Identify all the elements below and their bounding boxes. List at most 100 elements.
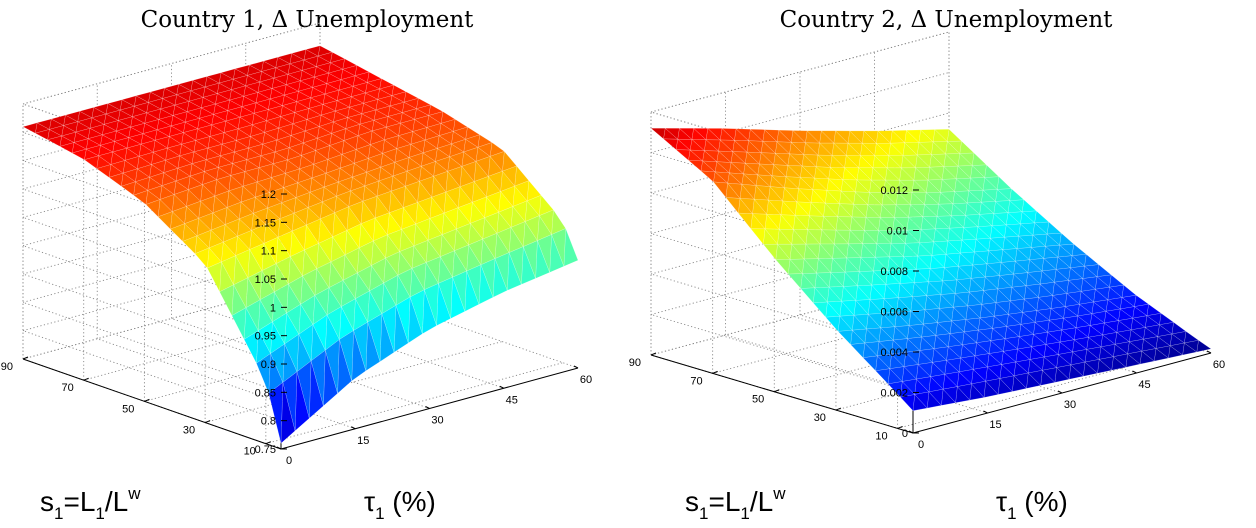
y-tick-label: 50: [752, 394, 764, 406]
surface-facet: [947, 344, 963, 359]
surface-facet: [50, 114, 66, 126]
surface-facet: [320, 110, 336, 123]
surface-facet: [208, 241, 224, 263]
surface-facet: [259, 71, 275, 83]
surface-facet: [825, 315, 841, 332]
surface-facet: [306, 114, 322, 127]
surface-facet: [1089, 322, 1105, 336]
surface-facet: [1029, 356, 1045, 371]
surface-facet: [919, 348, 935, 363]
z-tick-label: 1.2: [261, 189, 276, 201]
surface-facet: [1084, 253, 1100, 267]
surface-facet: [174, 100, 190, 113]
surface-facet: [428, 111, 444, 124]
surface-facet: [917, 362, 933, 378]
z-tick-label: 1: [270, 302, 276, 314]
surface-facet: [790, 142, 806, 156]
surface-facet: [929, 267, 945, 282]
surface-facet: [131, 112, 147, 124]
surface-facet: [59, 142, 75, 154]
y-axis-line: [22, 358, 282, 450]
surface-facet: [1057, 351, 1073, 366]
surface-facet: [782, 200, 798, 216]
surface-facet: [898, 179, 915, 194]
surface-facet: [310, 349, 326, 406]
surface-facet: [273, 283, 289, 314]
surface-facet: [382, 148, 398, 163]
surface-facet: [1096, 274, 1112, 288]
surface-facet: [1034, 319, 1050, 333]
surface-facet: [295, 191, 311, 208]
surface-facet: [1066, 291, 1082, 305]
surface-facet: [1117, 317, 1133, 331]
surface-facet: [278, 123, 294, 136]
surface-facet: [231, 307, 247, 341]
surface-facet: [507, 252, 522, 291]
x-axis-label: τ1 (%): [364, 486, 436, 523]
surface-facet: [425, 256, 441, 285]
surface-facet: [865, 327, 881, 343]
surface-facet: [867, 313, 883, 329]
surface-facet: [1100, 343, 1116, 358]
surface-facet: [1003, 235, 1019, 250]
surface-facet: [1021, 310, 1038, 323]
surface-facet: [398, 131, 414, 145]
surface-facet: [1048, 317, 1064, 331]
surface-facet: [219, 284, 234, 317]
surface-facet: [991, 326, 1007, 340]
surface-facet: [816, 272, 832, 288]
surface-facet: [678, 128, 694, 140]
surface-facet: [897, 192, 913, 206]
surface-facet: [935, 333, 951, 348]
surface-facet: [289, 59, 305, 71]
surface-facet: [284, 168, 300, 184]
surface-facet: [847, 243, 863, 259]
surface-facet: [1025, 283, 1041, 298]
surface-facet: [799, 177, 815, 191]
surface-facet: [953, 190, 970, 204]
surface-facet: [957, 165, 973, 179]
surface-facet: [990, 338, 1006, 352]
surface-facet: [461, 161, 477, 183]
surface-facet: [198, 212, 214, 231]
grid-line-z-back: [650, 193, 950, 275]
surface-facet: [459, 181, 475, 203]
surface-facet: [873, 155, 890, 169]
z-tick-label: 0.004: [880, 347, 908, 359]
surface-facet: [364, 180, 380, 197]
surface-facet: [159, 194, 175, 213]
surface-facet: [1005, 223, 1021, 237]
surface-facet: [950, 215, 966, 229]
surface-facet: [1013, 372, 1029, 389]
surface-facet: [537, 234, 552, 273]
surface-facet: [817, 154, 833, 168]
surface-facet: [342, 65, 358, 77]
surface-facet: [563, 228, 579, 267]
surface-facet: [526, 194, 542, 217]
surface-facet: [1045, 341, 1061, 355]
surface-facet: [234, 64, 250, 76]
surface-facet: [867, 299, 883, 315]
surface-facet: [986, 364, 1002, 380]
surface-facet: [1046, 221, 1062, 235]
surface-facet: [103, 120, 119, 132]
surface-facet: [325, 338, 340, 394]
surface-facet: [449, 151, 464, 167]
surface-facet: [119, 99, 135, 111]
surface-facet: [496, 227, 512, 254]
surface-facet: [179, 151, 195, 165]
surface-facet: [833, 142, 849, 156]
surface-facet: [1112, 353, 1128, 368]
surface-facet: [928, 388, 944, 406]
surface-facet: [813, 177, 829, 191]
surface-facet: [396, 143, 412, 158]
surface-facet: [996, 188, 1012, 202]
surface-facet: [214, 99, 230, 111]
surface-facet: [277, 218, 293, 238]
surface-facet: [219, 143, 236, 157]
surface-facet: [744, 162, 760, 176]
surface-facet: [514, 180, 530, 202]
surface-facet: [892, 338, 908, 353]
y-tick: [204, 420, 211, 423]
surface-facet: [318, 121, 334, 134]
